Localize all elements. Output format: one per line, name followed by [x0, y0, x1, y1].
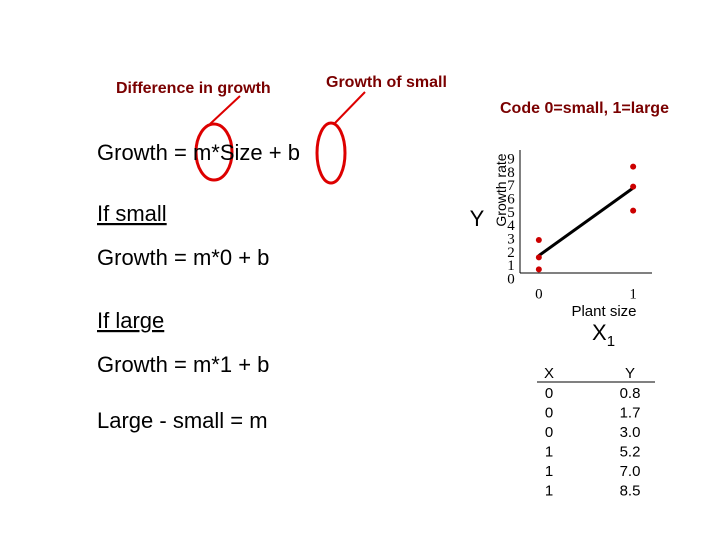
fit-line	[537, 186, 635, 257]
pointer	[209, 95, 241, 125]
table-cell: 1	[545, 444, 553, 461]
x-tick-label: 0	[535, 286, 543, 302]
table-cell: 1	[545, 463, 553, 480]
table-cell: 3.0	[620, 424, 641, 441]
x-symbol-subscript: 1	[607, 333, 615, 350]
table-cell: 0	[545, 405, 553, 422]
point	[535, 266, 542, 273]
highlight-circle	[315, 121, 347, 185]
y-tick-label: 0	[507, 271, 515, 287]
y-tick-label: 5	[507, 205, 515, 221]
equation: Growth = m*Size + b	[97, 140, 300, 165]
y-axis-label: Growth rate	[493, 153, 509, 226]
equation: Growth = m*0 + b	[97, 245, 269, 270]
table-cell: 1	[545, 483, 553, 500]
y-tick-label: 6	[507, 191, 515, 207]
x-tick-label: 1	[629, 286, 637, 302]
annotation: Code 0=small, 1=large	[500, 100, 669, 117]
table-cell: 1.7	[620, 405, 641, 422]
x-symbol: X1	[592, 320, 615, 350]
table-header: Y	[625, 365, 635, 382]
equation: If small	[97, 201, 167, 226]
y-tick-label: 2	[507, 245, 515, 261]
y-tick-label: 8	[507, 165, 515, 181]
point	[630, 183, 637, 190]
y-tick-label: 1	[507, 258, 515, 274]
highlight-circle	[194, 122, 234, 182]
table-cell: 8.5	[620, 483, 641, 500]
y-symbol: Y	[470, 206, 485, 231]
y-tick-label: 7	[507, 178, 515, 194]
equation: If large	[97, 308, 164, 333]
annotation: Difference in growth	[116, 80, 271, 97]
point	[630, 163, 637, 170]
equation: Growth = m*1 + b	[97, 352, 269, 377]
pointer	[334, 91, 366, 124]
point	[535, 237, 542, 243]
table-cell: 0	[545, 424, 553, 441]
annotation: Growth of small	[326, 74, 447, 91]
table-cell: 5.2	[620, 444, 641, 461]
x-symbol-text: X	[592, 320, 607, 345]
y-tick-label: 4	[507, 218, 515, 234]
x-axis-label: Plant size	[571, 303, 636, 320]
table-cell: 0	[545, 385, 553, 402]
point	[630, 207, 637, 214]
y-tick-label: 3	[507, 231, 515, 247]
table-header: X	[544, 365, 554, 382]
y-tick-label: 9	[507, 151, 515, 167]
point	[535, 254, 542, 261]
equation: Large - small = m	[97, 408, 268, 433]
table-cell: 7.0	[620, 463, 641, 480]
table-cell: 0.8	[620, 385, 641, 402]
